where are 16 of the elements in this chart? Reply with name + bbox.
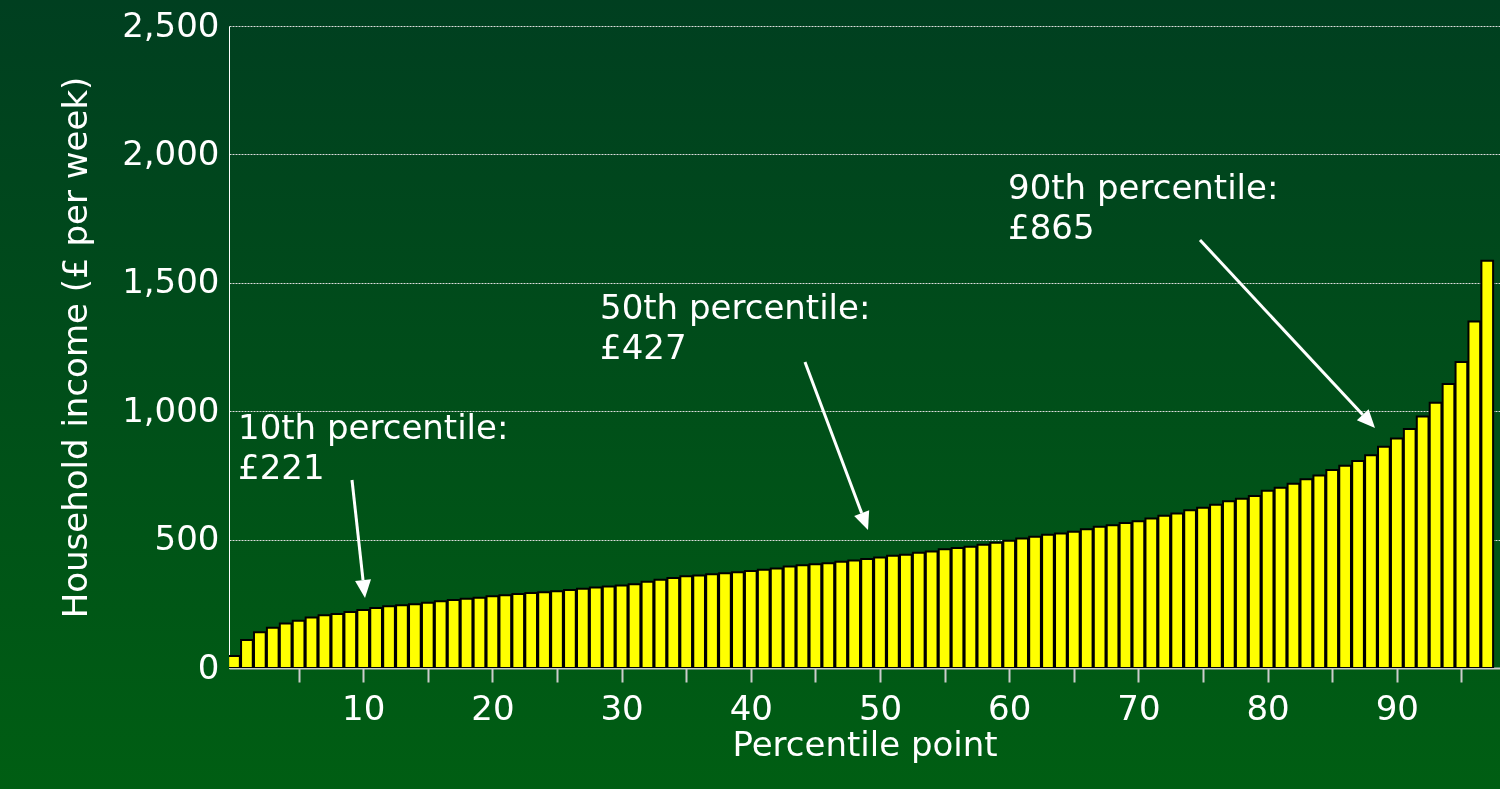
y-tick-label: 2,500: [122, 4, 220, 45]
x-tick-label: 70: [1117, 687, 1161, 728]
x-tick-label: 90: [1375, 687, 1419, 728]
annotation: 90th percentile: £865: [1008, 167, 1279, 247]
y-axis-title: Household income (£ per week): [55, 76, 96, 619]
y-tick-label: 500: [154, 518, 220, 559]
x-tick-label: 30: [600, 687, 644, 728]
y-tick-label: 2,000: [122, 132, 220, 173]
y-tick-label: 0: [197, 646, 220, 687]
y-tick-label: 1,500: [122, 261, 220, 302]
y-tick-label: 1,000: [122, 389, 220, 430]
annotation: 50th percentile: £427: [600, 287, 871, 367]
annotation: 10th percentile: £221: [238, 407, 509, 487]
x-tick-label: 80: [1246, 687, 1290, 728]
x-tick-label: 10: [342, 687, 386, 728]
x-tick-label: 20: [471, 687, 515, 728]
